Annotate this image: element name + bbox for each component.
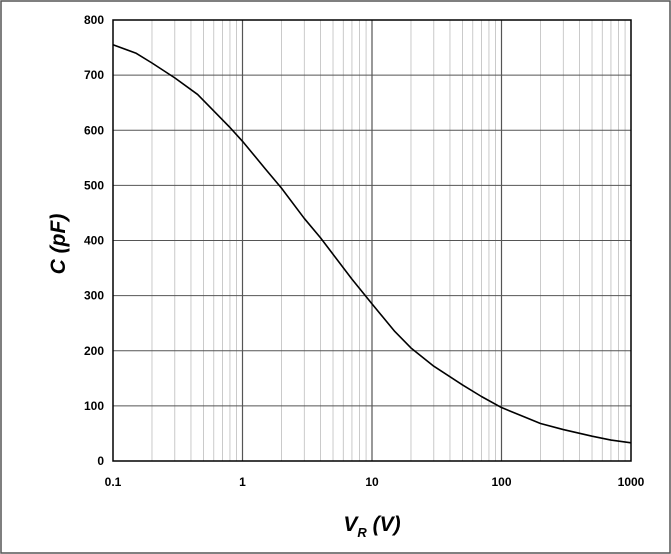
- y-tick-label: 300: [84, 289, 104, 303]
- x-tick-label: 0.1: [105, 475, 122, 489]
- y-axis-title: C (pF): [47, 214, 70, 275]
- y-tick-label: 600: [84, 123, 104, 137]
- y-tick-label: 400: [84, 234, 104, 248]
- x-tick-label: 10: [365, 475, 379, 489]
- x-axis-title: VR (V): [343, 513, 400, 540]
- x-tick-label: 1000: [618, 475, 645, 489]
- y-tick-label: 0: [97, 454, 104, 468]
- y-tick-label: 200: [84, 344, 104, 358]
- curve-layer: [112, 44, 632, 444]
- x-tick-label: 100: [491, 475, 511, 489]
- grid-layer: [113, 20, 631, 461]
- x-axis-title-main: V: [343, 513, 359, 536]
- y-tick-label: 700: [84, 68, 104, 82]
- x-axis-title-subscript: R: [357, 525, 367, 540]
- x-axis-title-unit: (V): [367, 513, 401, 536]
- y-tick-label: 100: [84, 399, 104, 413]
- y-tick-label: 800: [84, 13, 104, 27]
- plot-area-border: [112, 19, 632, 462]
- tick-layer: 0 100 200 300 400 500 600 700 800 0.1 1 10 100 1000: [84, 13, 645, 489]
- capacitance-curve: [112, 44, 632, 444]
- x-tick-label: 1: [239, 475, 246, 489]
- y-tick-label: 500: [84, 178, 104, 192]
